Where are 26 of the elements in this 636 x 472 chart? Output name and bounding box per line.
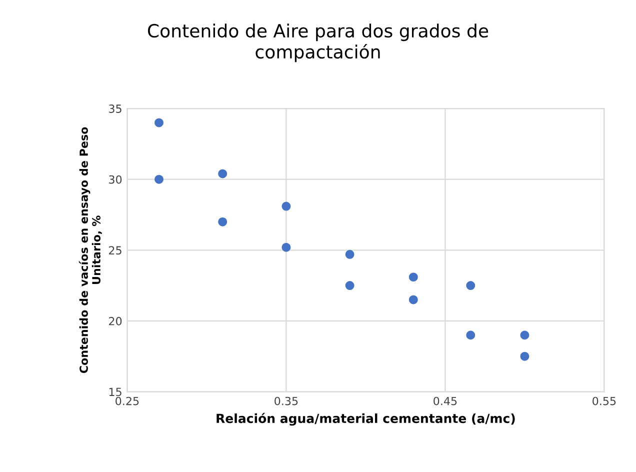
- y-axis-title: Contenido de vacíos en ensayo de Peso Unitario, %: [78, 127, 102, 374]
- point: [345, 250, 354, 259]
- point: [408, 272, 418, 282]
- y-tick-label: 20: [109, 316, 122, 326]
- point: [466, 330, 476, 340]
- x-axis-title: Relación agua/material cementante (a/mc): [216, 412, 515, 426]
- point: [282, 202, 291, 211]
- y-tick-label: 35: [109, 104, 122, 113]
- y-tick-label: 25: [109, 246, 122, 255]
- x-tick-label: 0.45: [434, 396, 457, 406]
- y-tick-label: 30: [109, 175, 122, 184]
- point: [520, 330, 530, 340]
- x-tick-label: 0.25: [116, 396, 139, 406]
- y-tick-label: 15: [109, 388, 122, 396]
- point: [408, 295, 418, 304]
- point: [154, 174, 164, 184]
- x-tick-label: 0.55: [592, 396, 616, 406]
- point: [466, 281, 476, 290]
- x-tick-label: 0.35: [274, 396, 298, 406]
- point: [218, 217, 228, 226]
- point: [154, 118, 164, 128]
- chart-title: Contenido de Aire para dos grados de compactación: [148, 24, 488, 62]
- point: [218, 169, 228, 178]
- point: [520, 352, 530, 361]
- point: [282, 242, 291, 252]
- point: [345, 281, 354, 290]
